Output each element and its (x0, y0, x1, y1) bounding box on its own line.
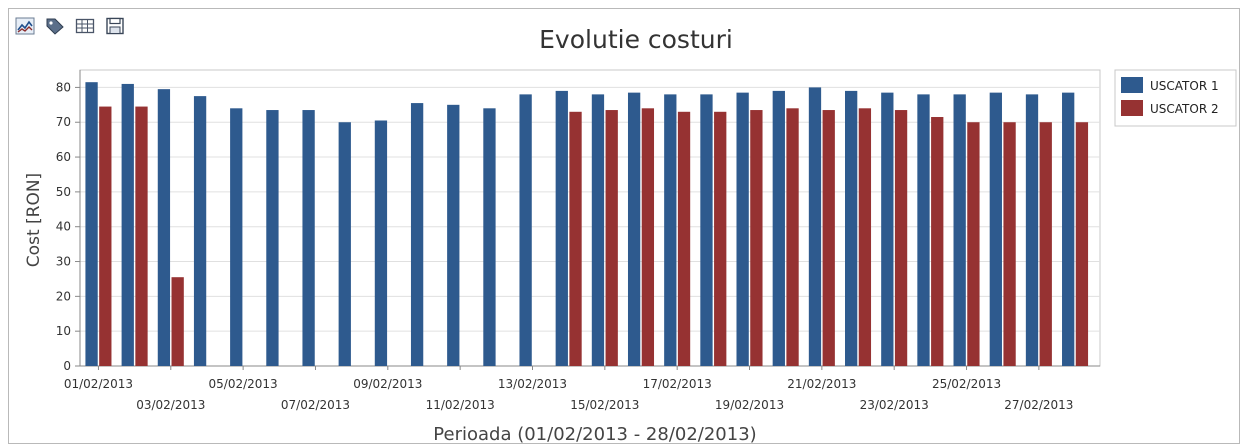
bar (302, 110, 315, 366)
bar (750, 110, 763, 366)
bar (967, 122, 980, 366)
bar (230, 108, 243, 367)
x-tick-label: 05/02/2013 (209, 377, 278, 391)
bar (736, 92, 749, 367)
x-tick-label: 09/02/2013 (353, 377, 422, 391)
x-tick-label: 25/02/2013 (932, 377, 1001, 391)
y-tick-label: 60 (56, 150, 71, 164)
x-tick-label: 03/02/2013 (136, 398, 205, 412)
legend-label: USCATOR 2 (1150, 102, 1219, 116)
bar (1062, 92, 1075, 367)
save-icon[interactable] (101, 13, 129, 39)
bar (193, 96, 207, 366)
bar (700, 94, 713, 367)
bar (917, 94, 930, 367)
x-tick-label: 17/02/2013 (643, 377, 712, 391)
bar (447, 104, 460, 366)
bar (931, 117, 944, 366)
bar (591, 94, 605, 367)
bar (519, 94, 532, 367)
table-icon[interactable] (71, 13, 99, 39)
bar (569, 111, 582, 366)
bar (157, 89, 171, 366)
bar (627, 92, 641, 367)
x-tick-label: 01/02/2013 (64, 377, 133, 391)
legend-swatch (1121, 100, 1143, 116)
bar (1025, 94, 1039, 367)
bar (881, 92, 894, 367)
y-tick-label: 20 (56, 289, 71, 303)
bar (410, 103, 424, 367)
legend: USCATOR 1 USCATOR 2 (1114, 69, 1237, 127)
bar (171, 277, 184, 366)
y-tick-label: 50 (56, 185, 71, 199)
bar (808, 87, 822, 366)
bar (822, 110, 835, 366)
y-tick-label: 10 (56, 324, 71, 338)
bar (664, 94, 677, 367)
y-tick-label: 40 (56, 220, 71, 234)
bar (135, 106, 148, 367)
x-tick-label: 15/02/2013 (570, 398, 639, 412)
bar (338, 122, 351, 366)
legend-swatch (1121, 77, 1143, 93)
chart-title: Evolutie costuri (539, 25, 733, 54)
bar (641, 108, 655, 367)
plot-background (79, 69, 1101, 367)
bar (714, 111, 727, 366)
x-tick-label: 27/02/2013 (1004, 398, 1073, 412)
legend-label: USCATOR 1 (1150, 79, 1219, 93)
bar (858, 108, 872, 367)
bar (266, 110, 279, 366)
bar (894, 110, 908, 366)
bar (121, 83, 134, 366)
x-tick-label: 07/02/2013 (281, 398, 350, 412)
tag-icon[interactable] (41, 13, 69, 39)
bar (555, 90, 568, 367)
y-tick-label: 30 (56, 255, 71, 269)
bar (1075, 122, 1089, 366)
bar (85, 82, 98, 366)
line-chart-icon[interactable] (11, 13, 39, 39)
bar (1039, 122, 1052, 366)
bar (953, 94, 966, 367)
x-tick-label: 23/02/2013 (860, 398, 929, 412)
bar (374, 120, 388, 367)
chart-toolbar (11, 12, 139, 40)
bar (772, 90, 785, 367)
y-tick-label: 70 (56, 115, 71, 129)
y-tick-label: 0 (63, 359, 71, 373)
y-axis-title: Cost [RON] (24, 173, 44, 267)
bar (677, 111, 691, 366)
x-tick-label: 13/02/2013 (498, 377, 567, 391)
bar (845, 90, 858, 367)
bar (605, 110, 618, 366)
y-tick-label: 80 (56, 80, 71, 94)
x-tick-label: 21/02/2013 (787, 377, 856, 391)
x-axis-title: Perioada (01/02/2013 - 28/02/2013) (433, 424, 756, 445)
bar (99, 106, 112, 367)
x-tick-label: 11/02/2013 (426, 398, 495, 412)
bar (1003, 122, 1016, 366)
x-tick-label: 19/02/2013 (715, 398, 784, 412)
bar (483, 108, 496, 367)
bar (786, 108, 799, 367)
bar (989, 92, 1002, 367)
